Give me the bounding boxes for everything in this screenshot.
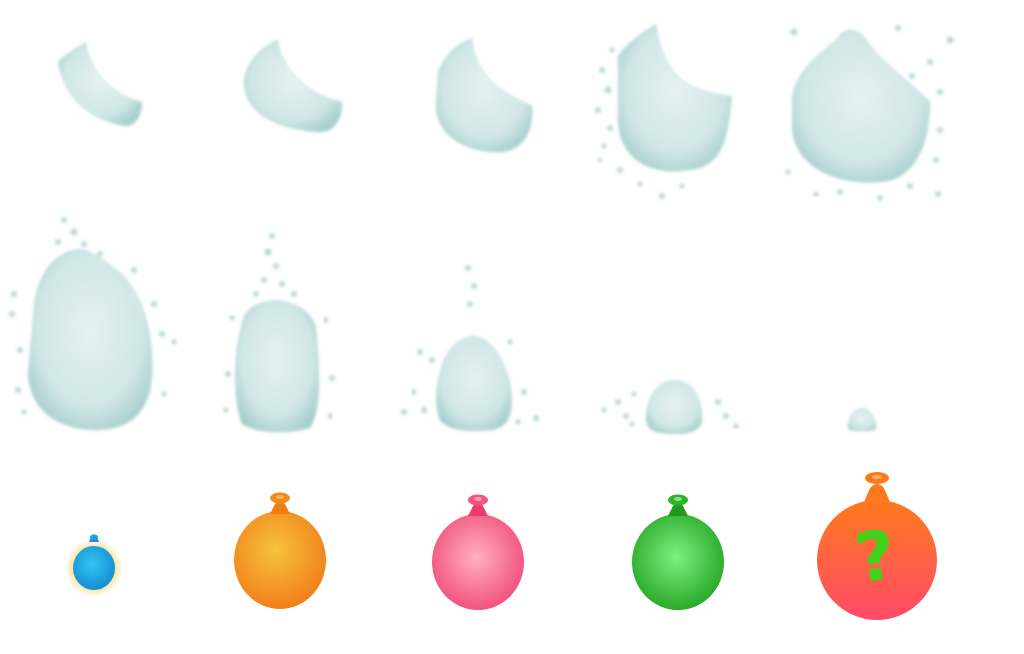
- orange-balloon[interactable]: [230, 490, 330, 612]
- splash-frame-5: [780, 22, 960, 207]
- splash-frame-10: [844, 404, 880, 432]
- splash-frame-4: [590, 20, 740, 205]
- splash-frame-6: [4, 214, 184, 434]
- green-balloon[interactable]: [628, 492, 728, 614]
- splash-frame-3: [432, 36, 537, 156]
- blue-balloon[interactable]: [64, 532, 124, 598]
- splash-frame-8: [396, 262, 546, 434]
- splash-frame-2: [238, 38, 348, 138]
- splash-frame-7: [218, 228, 338, 434]
- splash-frame-1: [50, 40, 150, 130]
- splash-frame-9: [596, 372, 746, 434]
- pink-balloon[interactable]: [428, 492, 528, 614]
- mystery-balloon[interactable]: ?: [814, 468, 940, 624]
